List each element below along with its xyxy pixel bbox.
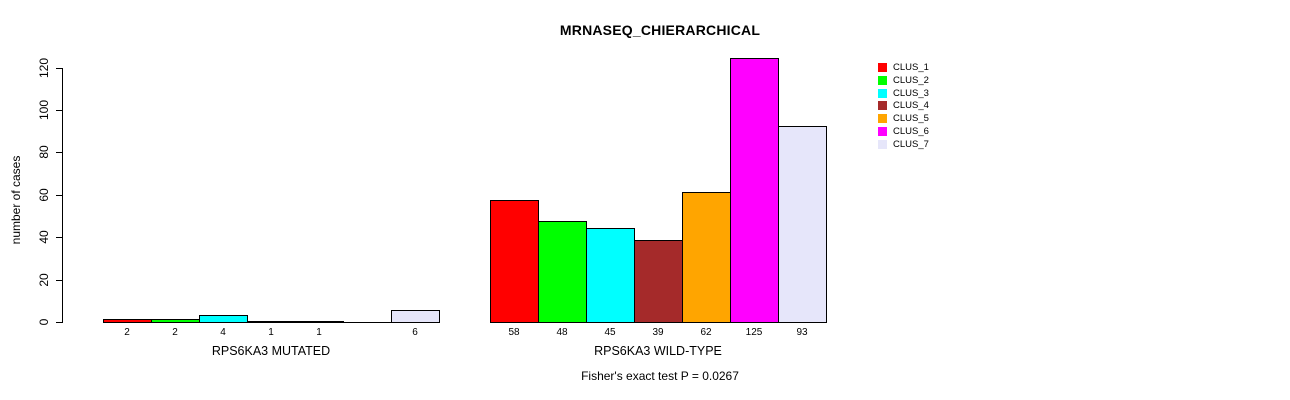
legend-label-clus_7: CLUS_7: [893, 138, 929, 150]
y-tick: [56, 279, 62, 281]
bar-clus_3: [199, 315, 248, 323]
bar-value-label: 125: [745, 327, 763, 338]
annotation-text: Fisher's exact test P = 0.0267: [581, 369, 739, 383]
bar-value-label: 1: [316, 327, 322, 338]
bar-clus_7: [778, 126, 827, 323]
bar-clus_6: [730, 58, 779, 323]
legend-swatch-clus_6: [878, 127, 887, 136]
bar-value-label: 6: [412, 327, 418, 338]
legend-swatch-clus_7: [878, 139, 887, 149]
bar-clus_2: [538, 221, 587, 323]
y-tick-label: 60: [37, 188, 51, 202]
legend-swatch-clus_5: [878, 114, 887, 124]
y-tick: [56, 194, 62, 196]
bar-value-label: 39: [652, 327, 664, 338]
legend-swatch-clus_1: [878, 63, 887, 72]
bar-clus_2: [151, 319, 200, 323]
bar-value-label: 2: [172, 327, 178, 338]
legend-label-clus_6: CLUS_6: [893, 126, 929, 137]
x-axis-group-label: RPS6KA3 WILD-TYPE: [594, 344, 722, 358]
bar-clus_6-zero: [343, 322, 392, 323]
y-tick: [56, 237, 62, 239]
y-tick-label: 120: [37, 57, 51, 78]
legend-swatch-clus_3: [878, 88, 887, 98]
y-tick: [56, 110, 62, 111]
y-tick-label: 20: [37, 272, 51, 287]
bar-value-label: 4: [220, 327, 226, 338]
chart-title: MRNASEQ_CHIERARCHICAL: [559, 22, 761, 38]
bar-value-label: 58: [508, 327, 520, 338]
x-axis-group-label: RPS6KA3 MUTATED: [211, 344, 331, 358]
y-tick: [56, 152, 62, 154]
bar-clus_4: [634, 240, 683, 323]
bar-value-label: 2: [124, 327, 130, 338]
bar-value-label: 93: [796, 327, 808, 338]
y-axis-label: number of cases: [9, 155, 23, 245]
bar-value-label: 45: [604, 327, 616, 338]
legend-swatch-clus_2: [878, 75, 887, 85]
y-tick: [56, 67, 62, 69]
legend-label-clus_1: CLUS_1: [893, 62, 929, 73]
legend-swatch-clus_4: [878, 101, 887, 111]
bar-clus_3: [586, 228, 635, 323]
bar-clus_7: [391, 310, 440, 323]
bar-clus_1: [103, 319, 152, 323]
legend-label-clus_4: CLUS_4: [893, 100, 929, 112]
y-tick-label: 40: [37, 230, 51, 244]
y-tick: [56, 322, 62, 323]
bar-value-label: 48: [556, 327, 568, 338]
bar-clus_1: [490, 200, 539, 323]
y-axis-line: [62, 68, 63, 323]
legend-label-clus_5: CLUS_5: [893, 113, 929, 125]
bar-clus_5: [295, 321, 344, 323]
bar-clus_5: [682, 192, 731, 323]
y-tick-label: 100: [37, 99, 51, 121]
y-tick-label: 80: [37, 145, 51, 160]
legend-label-clus_3: CLUS_3: [893, 87, 929, 99]
y-tick-label: 0: [37, 318, 51, 326]
bar-clus_4: [247, 321, 296, 323]
bar-value-label: 1: [268, 327, 274, 338]
bar-value-label: 62: [700, 327, 712, 338]
legend-label-clus_2: CLUS_2: [893, 74, 929, 86]
